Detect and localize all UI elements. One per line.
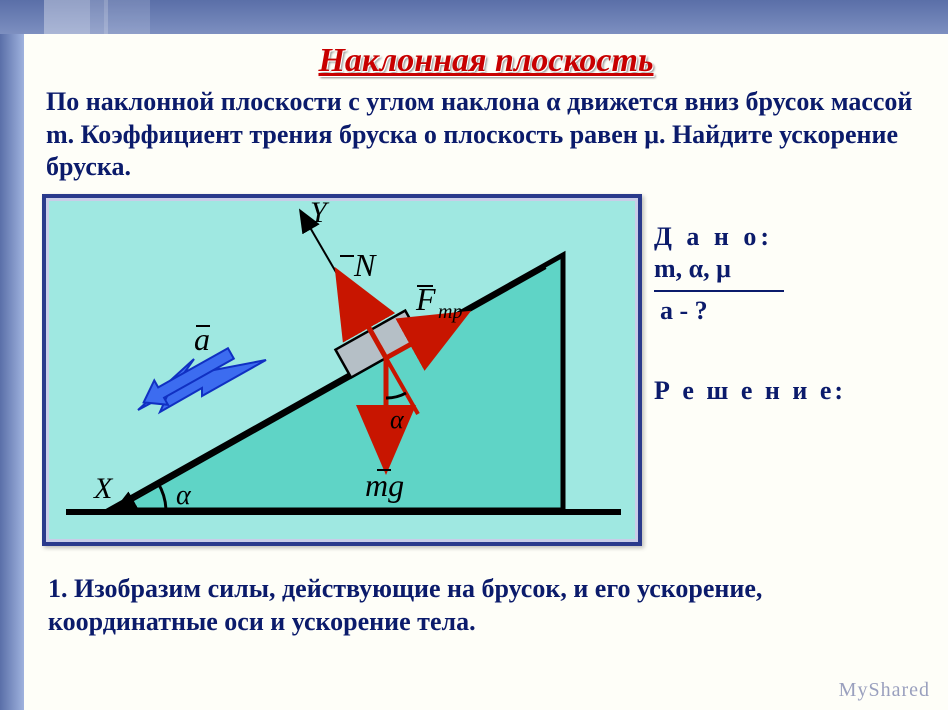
footer-watermark: MyShared bbox=[839, 679, 930, 702]
label-Y: Y bbox=[310, 198, 330, 229]
given-solution-column: Д а н о: m, α, μ a - ? Р е ш е н и е: bbox=[654, 194, 930, 406]
given-label: Д а н о: bbox=[654, 222, 930, 252]
label-a: a bbox=[194, 321, 210, 357]
slide-title: Наклонная плоскость bbox=[42, 42, 930, 80]
to-find: a - ? bbox=[654, 296, 930, 326]
label-F-sub: тр bbox=[438, 301, 462, 323]
conclusion-text: 1. Изобразим силы, действующие на брусок… bbox=[42, 546, 930, 640]
top-gradient-border bbox=[0, 0, 948, 34]
given-divider bbox=[654, 290, 784, 292]
left-gradient-border bbox=[0, 34, 24, 710]
label-F: F bbox=[415, 281, 436, 317]
problem-statement: По наклонной плоскости с углом наклона α… bbox=[42, 86, 930, 194]
label-alpha-base: α bbox=[176, 480, 192, 511]
given-values: m, α, μ bbox=[654, 254, 930, 284]
label-N: N bbox=[353, 247, 377, 283]
label-mg: mg bbox=[365, 467, 404, 503]
main-row: X Y N F тр mg bbox=[42, 194, 930, 546]
solution-label: Р е ш е н и е: bbox=[654, 376, 930, 406]
label-X: X bbox=[93, 472, 114, 505]
label-alpha-mg: α bbox=[390, 405, 405, 434]
physics-diagram: X Y N F тр mg bbox=[42, 194, 642, 546]
slide-content: Наклонная плоскость По наклонной плоскос… bbox=[24, 34, 948, 710]
